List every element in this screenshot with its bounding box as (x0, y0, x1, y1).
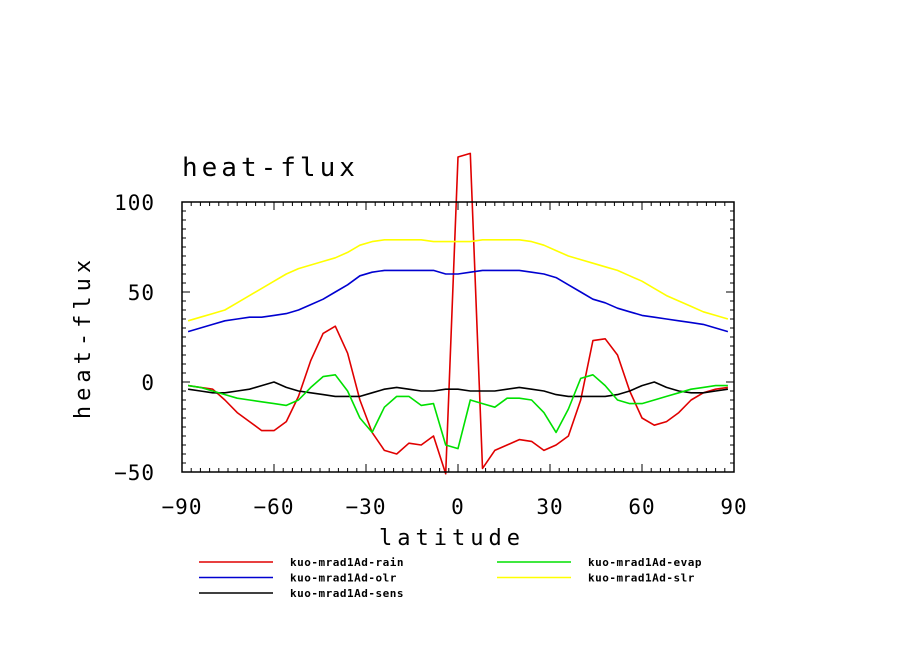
legend: kuo-mrad1Ad-rain kuo-mrad1Ad-olr kuo-mrad1… (199, 556, 702, 600)
x-tick-label: 90 (720, 495, 747, 519)
legend-label-1: kuo-mrad1Ad-olr (290, 572, 397, 585)
legend-label-4: kuo-mrad1Ad-slr (588, 572, 695, 585)
series-line-3 (187, 373, 728, 450)
series-line-4 (187, 239, 729, 322)
x-tick-label: 0 (451, 495, 465, 519)
y-tick-label: 0 (141, 371, 155, 395)
tick-labels: −90 −60 −30 0 30 60 90 −50 0 50 100 (114, 191, 747, 519)
x-tick-label: 30 (536, 495, 563, 519)
series-line-1 (187, 269, 729, 333)
x-tick-label: −90 (162, 495, 203, 519)
plot-frame (181, 201, 735, 473)
y-tick-label: 100 (114, 191, 155, 215)
series-layer (187, 152, 729, 475)
x-tick-label: 60 (628, 495, 655, 519)
legend-label-2: kuo-mrad1Ad-sens (290, 587, 404, 600)
y-tick-label: −50 (114, 461, 155, 485)
y-axis-title: heat-flux (71, 255, 96, 419)
x-tick-label: −60 (254, 495, 295, 519)
series-line-0 (187, 152, 729, 475)
chart-title: heat-flux (182, 153, 359, 183)
x-axis-title: latitude (379, 526, 525, 551)
legend-label-3: kuo-mrad1Ad-evap (588, 556, 702, 569)
x-tick-label: −30 (346, 495, 387, 519)
series-line-2 (187, 381, 729, 398)
ticks-layer (181, 201, 735, 473)
legend-label-0: kuo-mrad1Ad-rain (290, 556, 404, 569)
y-tick-label: 50 (128, 281, 155, 305)
